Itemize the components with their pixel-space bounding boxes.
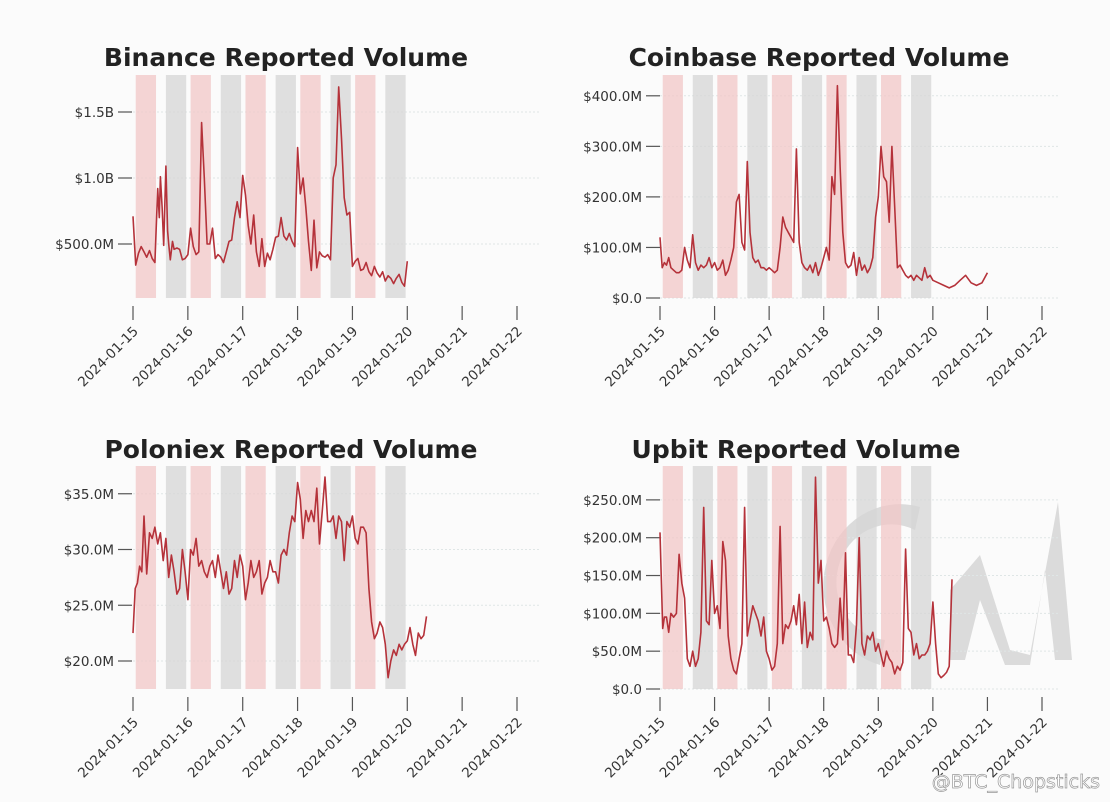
coinbase-shaded-band-pink: [771, 75, 793, 298]
binance-shaded-band-gray: [275, 75, 296, 298]
coinbase-shaded-band-gray: [692, 75, 713, 298]
coinbase-shaded-band-pink: [717, 75, 738, 298]
poloniex-y-tick-label: $20.0M: [64, 654, 114, 670]
coinbase-shaded-band-pink: [662, 75, 683, 298]
watermark-m-shape: [950, 502, 1072, 665]
binance-shaded-band-pink: [355, 75, 376, 298]
upbit-chart-title: Upbit Reported Volume: [632, 435, 961, 464]
poloniex-chart-title: Poloniex Reported Volume: [104, 435, 477, 464]
upbit-y-tick-label: $150.0M: [583, 569, 642, 585]
poloniex-shaded-band-pink: [135, 466, 157, 689]
upbit-shaded-band-gray: [747, 466, 768, 689]
upbit-y-tick-label: $250.0M: [583, 493, 642, 509]
coinbase-y-tick-label: $400.0M: [583, 89, 642, 105]
poloniex-volume-line: [132, 476, 428, 679]
binance-shaded-band-gray: [165, 75, 187, 298]
upbit-shaded-band-gray: [911, 466, 932, 689]
upbit-shaded-band-pink: [717, 466, 738, 689]
coinbase-chart-panel: Coinbase Reported Volume $0.0 $100.0M $200.…: [583, 43, 1060, 390]
poloniex-shaded-band-pink: [245, 466, 266, 689]
upbit-volume-line: [659, 476, 953, 679]
poloniex-shaded-band-gray: [165, 466, 187, 689]
upbit-y-tick-label: $100.0M: [583, 606, 642, 622]
poloniex-shaded-band-gray: [385, 466, 406, 689]
binance-y-tick-label: $500.0M: [55, 237, 114, 253]
coinbase-shaded-band-gray: [856, 75, 877, 298]
poloniex-chart-panel: Poloniex Reported Volume $20.0M $25.0M $30.…: [64, 435, 540, 781]
binance-shaded-band-gray: [220, 75, 242, 298]
binance-shaded-band-gray: [330, 75, 351, 298]
poloniex-y-tick-label: $25.0M: [64, 598, 114, 614]
binance-chart-title: Binance Reported Volume: [104, 43, 468, 72]
coinbase-y-tick-label: $0.0: [612, 291, 642, 307]
coinbase-shaded-band-gray: [747, 75, 768, 298]
credit-text: @BTC_Chopsticks: [932, 771, 1100, 793]
binance-y-tick-label: $1.0B: [75, 171, 114, 187]
coinbase-volume-line: [659, 84, 989, 289]
coinbase-shaded-band-pink: [826, 75, 847, 298]
poloniex-y-tick-label: $30.0M: [64, 543, 114, 559]
coinbase-y-tick-label: $100.0M: [583, 240, 642, 256]
poloniex-y-tick-label: $35.0M: [64, 487, 114, 503]
binance-shaded-band-pink: [135, 75, 157, 298]
binance-volume-line: [132, 86, 409, 288]
binance-chart-panel: Binance Reported Volume $500.0M $1.0B $1.5B…: [55, 43, 540, 390]
coinbase-y-tick-label: $300.0M: [583, 139, 642, 155]
coinbase-y-tick-label: $200.0M: [583, 190, 642, 206]
binance-y-tick-label: $1.5B: [75, 105, 114, 121]
binance-shaded-band-gray: [385, 75, 406, 298]
upbit-y-tick-label: $50.0M: [592, 644, 642, 660]
upbit-y-tick-label: $200.0M: [583, 531, 642, 547]
poloniex-shaded-band-gray: [330, 466, 351, 689]
upbit-shaded-band-pink: [881, 466, 902, 689]
upbit-shaded-band-pink: [662, 466, 683, 689]
binance-shaded-band-pink: [245, 75, 266, 298]
coinbase-shaded-band-gray: [911, 75, 932, 298]
upbit-shaded-band-pink: [826, 466, 847, 689]
poloniex-shaded-band-pink: [355, 466, 376, 689]
coinbase-chart-title: Coinbase Reported Volume: [629, 43, 1010, 72]
poloniex-shaded-band-gray: [220, 466, 242, 689]
coinbase-shaded-band-gray: [801, 75, 823, 298]
upbit-y-tick-label: $0.0: [612, 682, 642, 698]
poloniex-shaded-band-pink: [190, 466, 211, 689]
